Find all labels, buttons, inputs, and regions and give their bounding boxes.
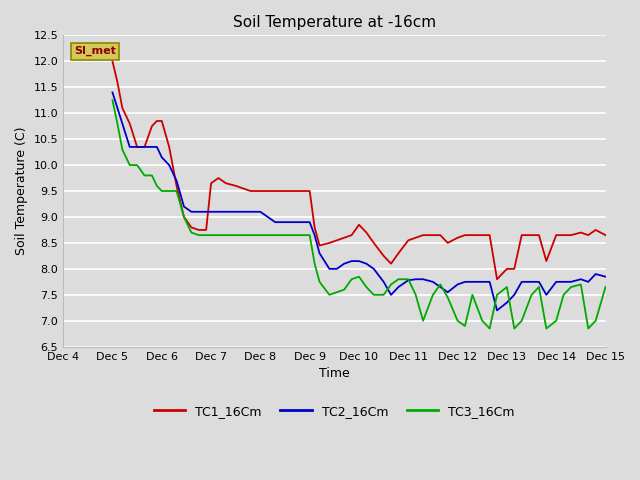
- Title: Soil Temperature at -16cm: Soil Temperature at -16cm: [233, 15, 436, 30]
- X-axis label: Time: Time: [319, 367, 349, 380]
- Text: SI_met: SI_met: [74, 46, 116, 57]
- Legend: TC1_16Cm, TC2_16Cm, TC3_16Cm: TC1_16Cm, TC2_16Cm, TC3_16Cm: [149, 400, 520, 423]
- Y-axis label: Soil Temperature (C): Soil Temperature (C): [15, 127, 28, 255]
